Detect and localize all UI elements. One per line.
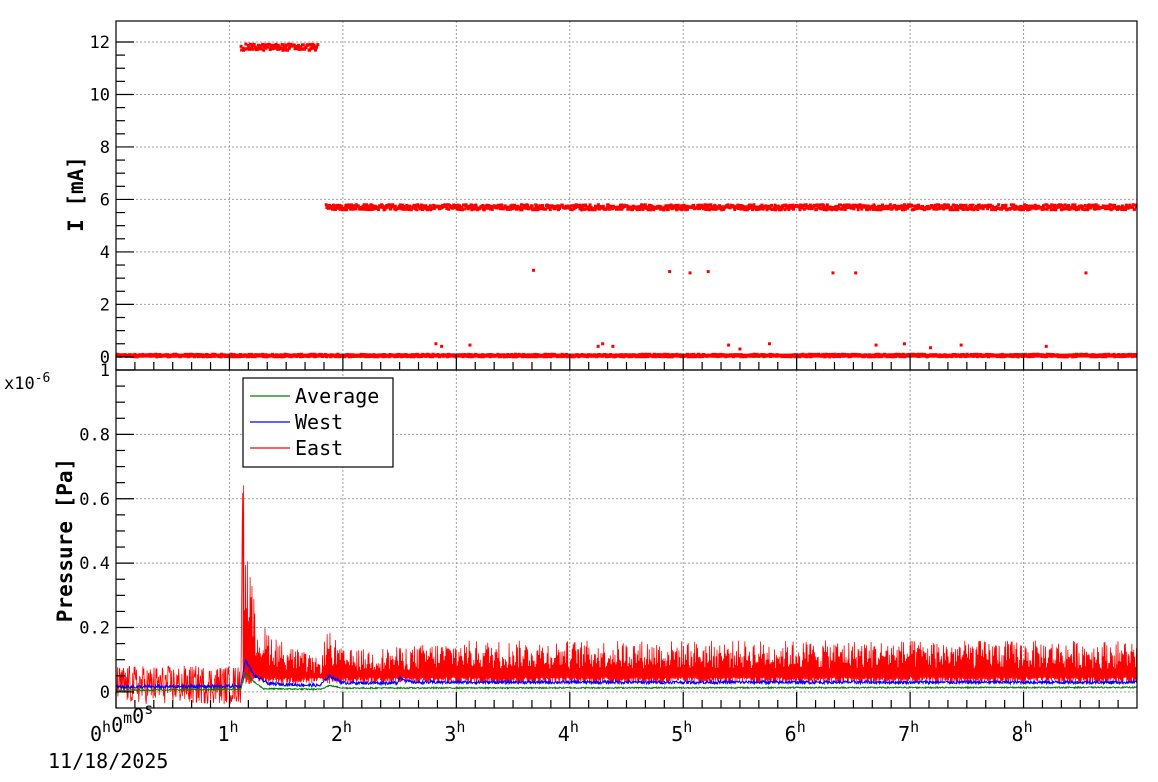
time-tick-unit: h [229,718,238,736]
current-y-tick-label: 2 [100,295,110,315]
time-tick-number: 5 [671,722,683,746]
current-outlier-point [601,342,604,345]
current-y-axis-title: I [mA] [64,156,88,232]
current-outlier-point [831,271,834,274]
time-tick-number: 0 [90,722,102,746]
time-tick-number: 1 [217,722,229,746]
current-outlier-point [440,345,443,348]
time-tick-number: 0 [111,713,123,737]
time-tick-unit: m [123,709,132,727]
pressure-y-axis-title: Pressure [Pa] [53,458,77,622]
current-outlier-point [532,269,535,272]
current-y-tick-label: 12 [90,33,110,53]
time-axis-date: 11/18/2025 [48,749,168,773]
pressure-y-tick-label: 0.2 [79,619,110,639]
pressure-y-tick-label: 1 [100,361,110,381]
current-outlier-point [668,270,671,273]
current-outlier-point [597,345,600,348]
time-tick-unit: h [570,718,579,736]
pressure-y-tick-label: 0.6 [79,490,110,510]
current-outlier-point [929,346,932,349]
current-outlier-point [903,342,906,345]
time-tick-unit: h [456,718,465,736]
current-outlier-point [468,344,471,347]
current-outlier-point [611,345,614,348]
time-tick-number: 2 [331,722,343,746]
time-tick-number: 6 [785,722,797,746]
pressure-y-tick-label: 0 [100,683,110,703]
time-tick-unit: h [343,718,352,736]
pressure-y-tick-label: 0.8 [79,425,110,445]
pressure-y-tick-label: 0.4 [79,554,110,574]
time-tick-unit: h [683,718,692,736]
current-outlier-point [960,344,963,347]
current-outlier-point [434,342,437,345]
time-tick-unit: h [1024,718,1033,736]
time-tick-number: 7 [898,722,910,746]
time-tick-number: 8 [1012,722,1024,746]
current-y-tick-label: 4 [100,243,110,263]
legend-label-west: West [295,410,343,434]
current-outlier-point [854,271,857,274]
time-tick-unit: h [102,718,111,736]
current-outlier-point [727,344,730,347]
current-outlier-point [689,271,692,274]
time-tick-number: 4 [558,722,570,746]
time-tick-number: 0 [132,704,144,728]
current-y-tick-label: 6 [100,190,110,210]
current-outlier-point [738,348,741,351]
legend-label-east: East [295,436,343,460]
current-outlier-point [768,342,771,345]
current-outlier-point [1045,345,1048,348]
current-y-tick-label: 10 [90,85,110,105]
legend-label-average: Average [295,384,379,408]
time-tick-number: 3 [444,722,456,746]
current-outlier-point [707,270,710,273]
time-tick-unit: s [144,700,153,718]
current-outlier-point [875,344,878,347]
current-y-tick-label: 8 [100,138,110,158]
current-outlier-point [1084,271,1087,274]
multiplier-exponent: -6 [35,371,51,386]
time-tick-unit: h [910,718,919,736]
time-tick-unit: h [797,718,806,736]
multiplier-base: x10 [4,374,35,394]
